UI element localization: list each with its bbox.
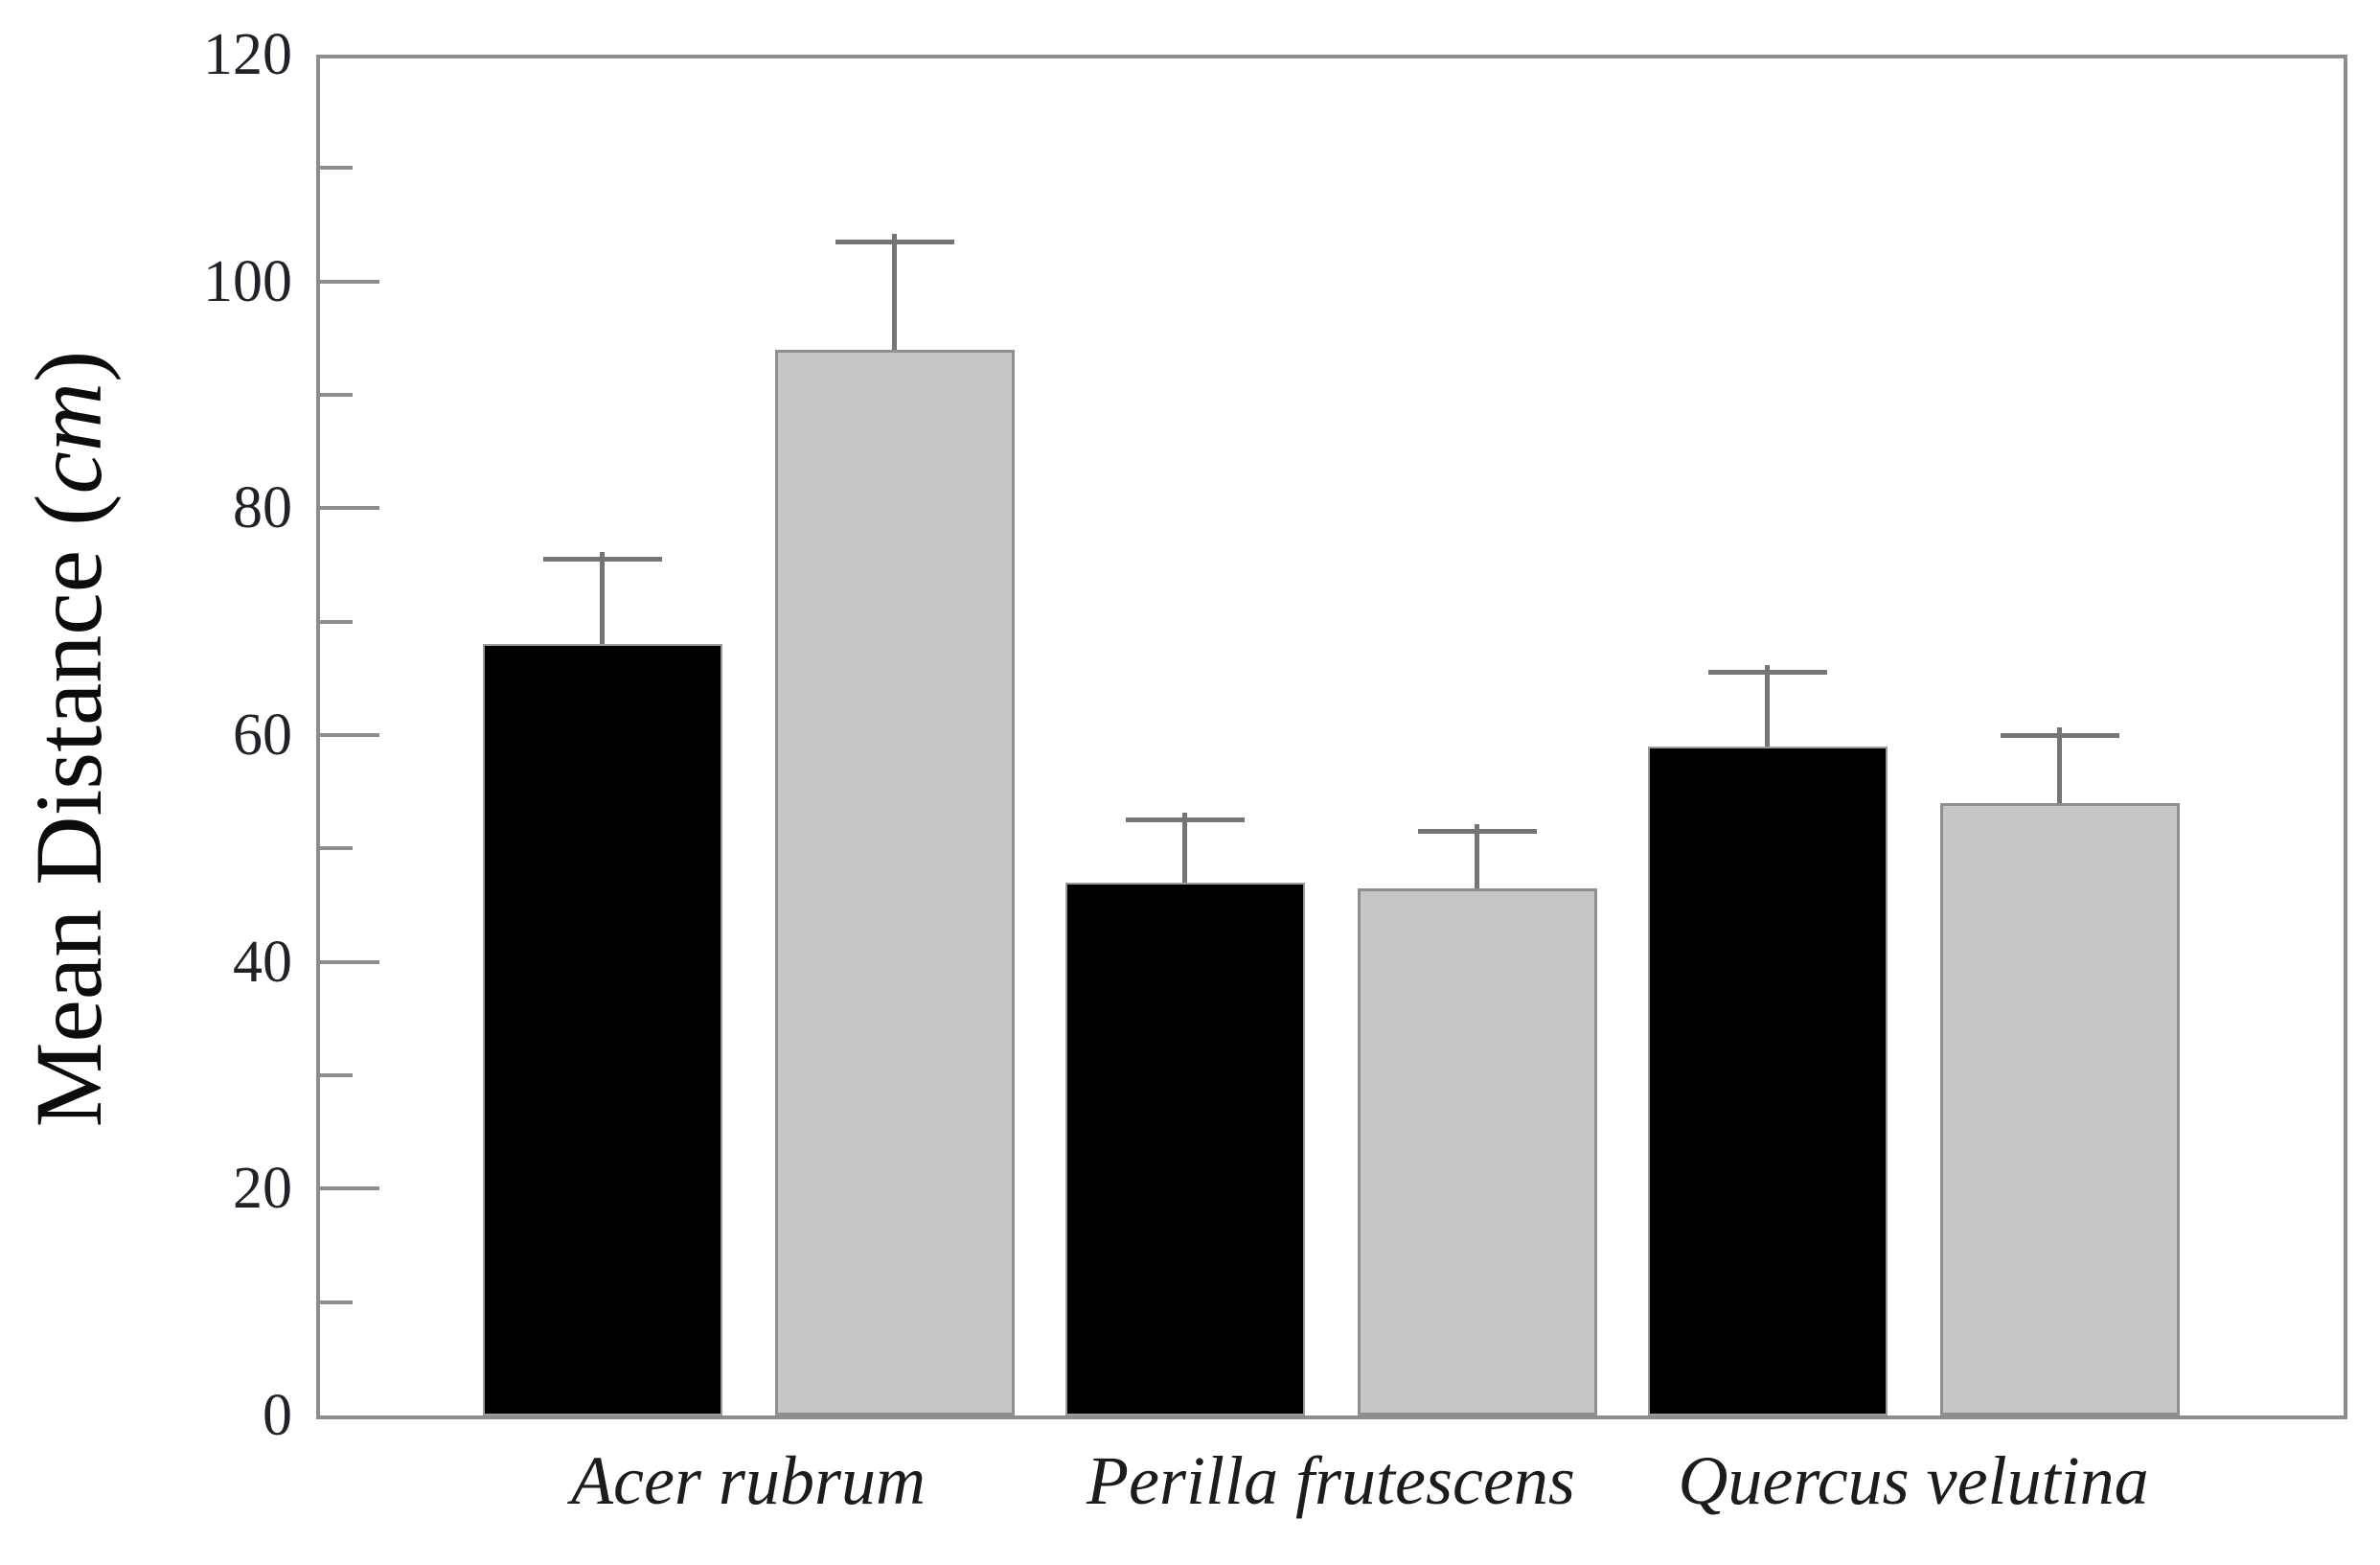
y-tick-label-120: 120 xyxy=(203,22,292,87)
y-axis-title-close: ) xyxy=(15,350,122,382)
y-tick-label-80: 80 xyxy=(233,475,292,541)
y-tick-label-100: 100 xyxy=(203,248,292,314)
y-tick-label-0: 0 xyxy=(263,1383,292,1448)
y-tick-major-60 xyxy=(320,733,379,737)
y-tick-minor-90 xyxy=(320,393,353,397)
y-tick-major-80 xyxy=(320,506,379,511)
y-tick-label-20: 20 xyxy=(233,1156,292,1222)
y-tick-label-40: 40 xyxy=(233,929,292,995)
y-tick-minor-50 xyxy=(320,846,353,851)
error-bar-cap-perilla-frutescens-black xyxy=(1125,817,1245,823)
bar-quercus-velutina-gray xyxy=(1939,803,2180,1415)
bar-perilla-frutescens-black xyxy=(1064,882,1305,1415)
error-bar-stem-acer-rubrum-gray xyxy=(892,234,897,367)
error-bar-cap-perilla-frutescens-gray xyxy=(1417,829,1537,835)
error-bar-cap-acer-rubrum-gray xyxy=(835,239,954,244)
y-tick-major-40 xyxy=(320,959,379,964)
y-tick-minor-70 xyxy=(320,619,353,624)
y-tick-major-20 xyxy=(320,1186,379,1191)
error-bar-cap-quercus-velutina-black xyxy=(1707,670,1827,676)
error-bar-stem-acer-rubrum-black xyxy=(600,551,605,662)
bar-acer-rubrum-black xyxy=(482,644,722,1415)
y-tick-minor-10 xyxy=(320,1300,353,1304)
x-category-label-quercus-velutina: Quercus velutina xyxy=(1678,1442,2149,1519)
bar-acer-rubrum-gray xyxy=(774,349,1015,1415)
error-bar-stem-perilla-frutescens-gray xyxy=(1475,823,1479,906)
error-bar-stem-perilla-frutescens-black xyxy=(1182,812,1187,900)
x-category-label-perilla-frutescens: Perilla frutescens xyxy=(1087,1442,1575,1519)
x-category-label-acer-rubrum: Acer rubrum xyxy=(571,1442,926,1519)
plot-frame xyxy=(316,55,2347,1419)
error-bar-stem-quercus-velutina-black xyxy=(1765,664,1770,764)
y-tick-minor-110 xyxy=(320,166,353,171)
error-bar-cap-quercus-velutina-gray xyxy=(2000,732,2119,738)
y-axis-title-text: Mean Distance ( xyxy=(15,494,122,1128)
error-bar-stem-quercus-velutina-gray xyxy=(2057,727,2062,820)
y-tick-label-60: 60 xyxy=(233,702,292,768)
bar-perilla-frutescens-gray xyxy=(1357,887,1597,1415)
y-tick-major-100 xyxy=(320,279,379,284)
bar-quercus-velutina-black xyxy=(1647,746,1888,1415)
y-tick-minor-30 xyxy=(320,1073,353,1077)
y-axis-unit: cm xyxy=(15,381,122,495)
error-bar-cap-acer-rubrum-black xyxy=(542,557,662,563)
